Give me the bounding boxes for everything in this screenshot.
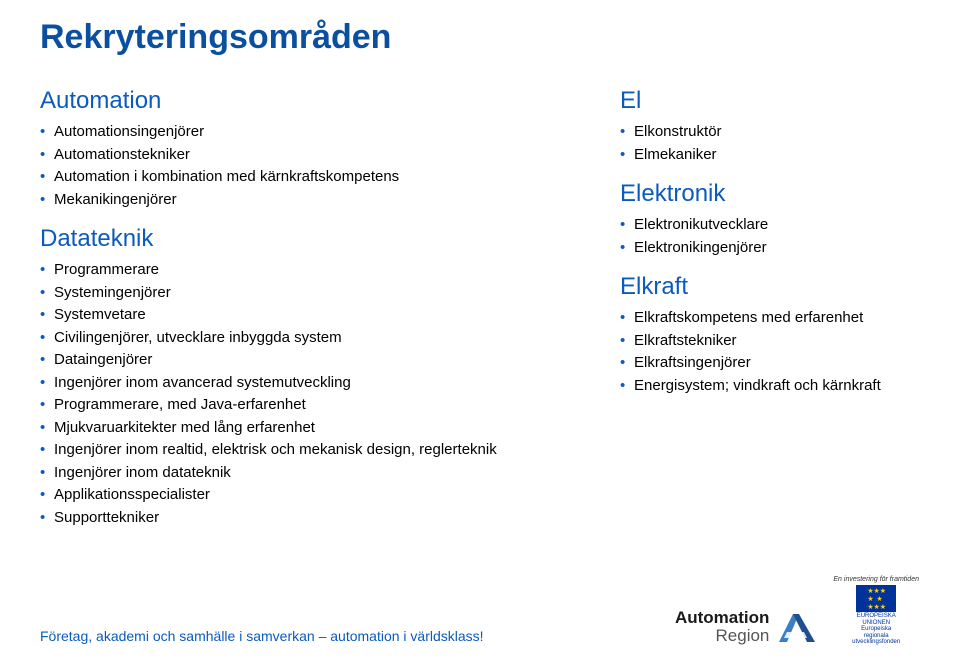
list-item: Automation i kombination med kärnkraftsk… [40,166,600,189]
footer-text: Företag, akademi och samhälle i samverka… [40,628,484,644]
right-section-list: ElektronikutvecklareElektronikingenjörer [620,214,919,259]
list-item: Elkonstruktör [620,121,919,144]
right-section-list: Elkraftskompetens med erfarenhetElkrafts… [620,307,919,397]
list-item: Elkraftskompetens med erfarenhet [620,307,919,330]
list-item: Systemvetare [40,304,600,327]
list-item: Programmerare, med Java-erfarenhet [40,394,600,417]
left-column: AutomationAutomationsingenjörerAutomatio… [40,87,600,535]
automation-region-logo: Automation Region [675,608,819,646]
right-column: El ElkonstruktörElmekaniker Elektronik Elek… [620,87,919,535]
list-item: Applikationsspecialister [40,484,600,507]
right-section-heading: El [620,87,919,115]
right-section-heading: Elkraft [620,273,919,301]
list-item: Automationstekniker [40,144,600,167]
content-columns: AutomationAutomationsingenjörerAutomatio… [40,87,919,535]
right-section-list: ElkonstruktörElmekaniker [620,121,919,166]
list-item: Elmekaniker [620,144,919,167]
eu-block: En investering för framtiden ★ ★ ★★ ★★ ★… [833,576,919,646]
list-item: Ingenjörer inom avancerad systemutveckli… [40,372,600,395]
list-item: Elkraftsingenjörer [620,352,919,375]
list-item: Elkraftstekniker [620,330,919,353]
logo-line1: Automation [675,609,769,627]
eu-caption-top: En investering för framtiden [833,576,919,583]
list-item: Dataingenjörer [40,349,600,372]
left-section-heading: Automation [40,87,600,115]
list-item: Ingenjörer inom datateknik [40,462,600,485]
list-item: Supporttekniker [40,507,600,530]
list-item: Automationsingenjörer [40,121,600,144]
logo-area: Automation Region En investering för fra… [675,576,919,646]
eu-flag-icon: ★ ★ ★★ ★★ ★ ★ [856,585,896,612]
list-item: Mjukvaruarkitekter med lång erfarenhet [40,417,600,440]
list-item: Elektronikingenjörer [620,237,919,260]
left-section-heading: Datateknik [40,225,600,253]
left-section-list: AutomationsingenjörerAutomationstekniker… [40,121,600,211]
automation-region-icon [775,608,819,646]
page-title: Rekryteringsområden [40,18,919,57]
list-item: Ingenjörer inom realtid, elektrisk och m… [40,439,600,462]
left-section-list: ProgrammerareSystemingenjörerSystemvetar… [40,259,600,529]
logo-line2: Region [675,627,769,645]
list-item: Civilingenjörer, utvecklare inbyggda sys… [40,327,600,350]
list-item: Systemingenjörer [40,282,600,305]
right-section-heading: Elektronik [620,180,919,208]
eu-caption: EUROPEISKA UNIONEN Europeiska regionala … [852,613,900,646]
list-item: Elektronikutvecklare [620,214,919,237]
list-item: Energisystem; vindkraft och kärnkraft [620,375,919,398]
list-item: Mekanikingenjörer [40,189,600,212]
list-item: Programmerare [40,259,600,282]
